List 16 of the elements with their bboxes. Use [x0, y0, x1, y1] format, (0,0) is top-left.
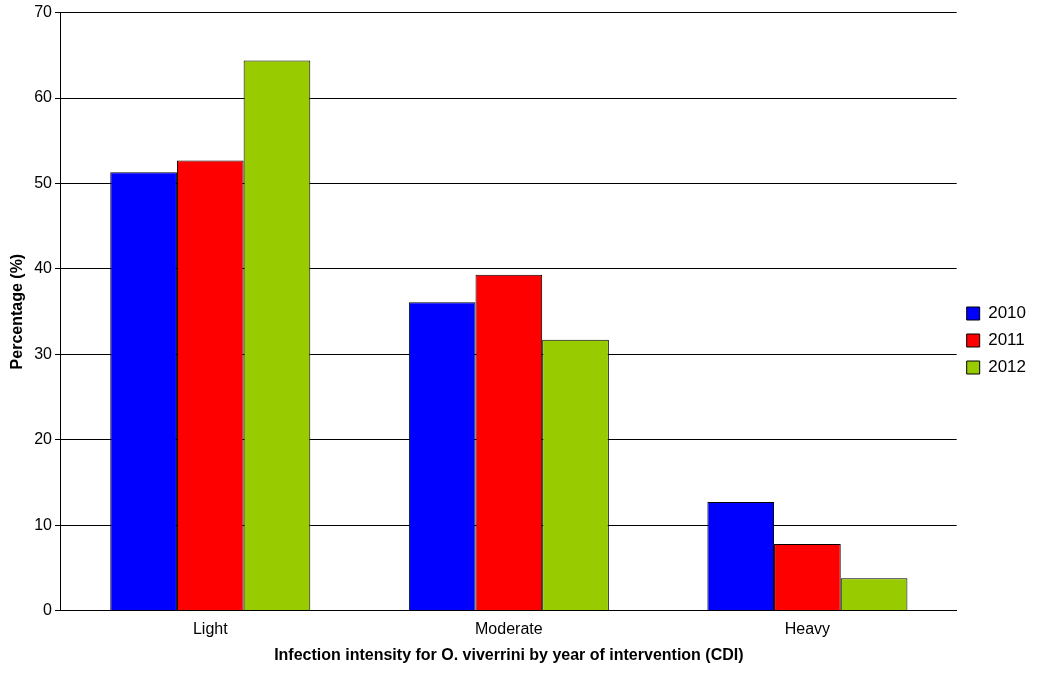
y-tick-label: 40 [34, 259, 53, 277]
y-tick-label: 30 [34, 344, 53, 362]
y-tick-label: 10 [34, 515, 53, 533]
y-tick-label: 20 [34, 430, 53, 448]
x-tick-label: Moderate [475, 619, 543, 637]
legend-label: 2011 [988, 330, 1025, 350]
y-tick-label: 60 [34, 88, 53, 106]
legend-label: 2010 [988, 303, 1027, 323]
y-axis-title: Percentage (%) [8, 253, 26, 370]
y-tick-label: 0 [43, 601, 53, 619]
legend-label: 2012 [988, 357, 1027, 377]
x-tick-label: Heavy [784, 619, 831, 637]
x-axis-title: Infection intensity for O. viverrini by year of intervention (CDI) [274, 645, 744, 663]
y-tick-label: 70 [34, 3, 53, 21]
x-tick-label: Light [192, 619, 229, 637]
y-tick-label: 50 [34, 173, 53, 191]
